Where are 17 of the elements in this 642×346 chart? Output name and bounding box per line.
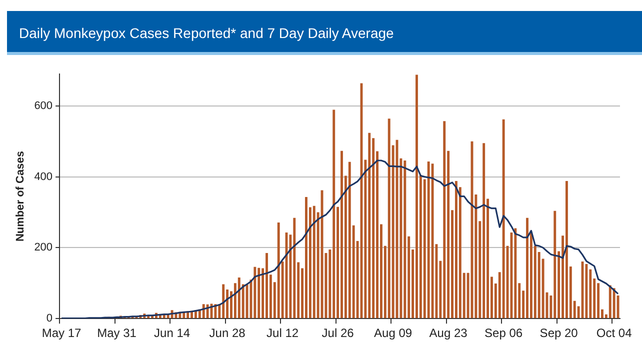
x-tick-label: Jul 12 — [266, 326, 299, 340]
x-tick-label: Aug 09 — [374, 326, 412, 340]
x-tick-label: Sep 06 — [484, 326, 523, 340]
y-tick-label: 200 — [34, 242, 53, 254]
chart-title: Daily Monkeypox Cases Reported* and 7 Day Daily Average — [7, 11, 642, 55]
x-tick-label: Sep 20 — [540, 326, 578, 340]
x-tick-label: May 17 — [42, 326, 82, 340]
y-tick-label: 400 — [34, 170, 53, 183]
y-tick-label: 0 — [46, 312, 53, 325]
x-tick-label: Jun 28 — [209, 326, 246, 340]
x-tick-label: Oct 04 — [596, 326, 632, 340]
x-tick-label: Jul 26 — [322, 326, 354, 340]
x-tick-label: Jun 14 — [154, 326, 190, 340]
y-axis-title: Number of Cases — [14, 151, 27, 242]
x-tick-label: Aug 23 — [429, 326, 468, 340]
x-tick-label: May 31 — [97, 326, 137, 340]
y-tick-label: 600 — [34, 100, 53, 112]
